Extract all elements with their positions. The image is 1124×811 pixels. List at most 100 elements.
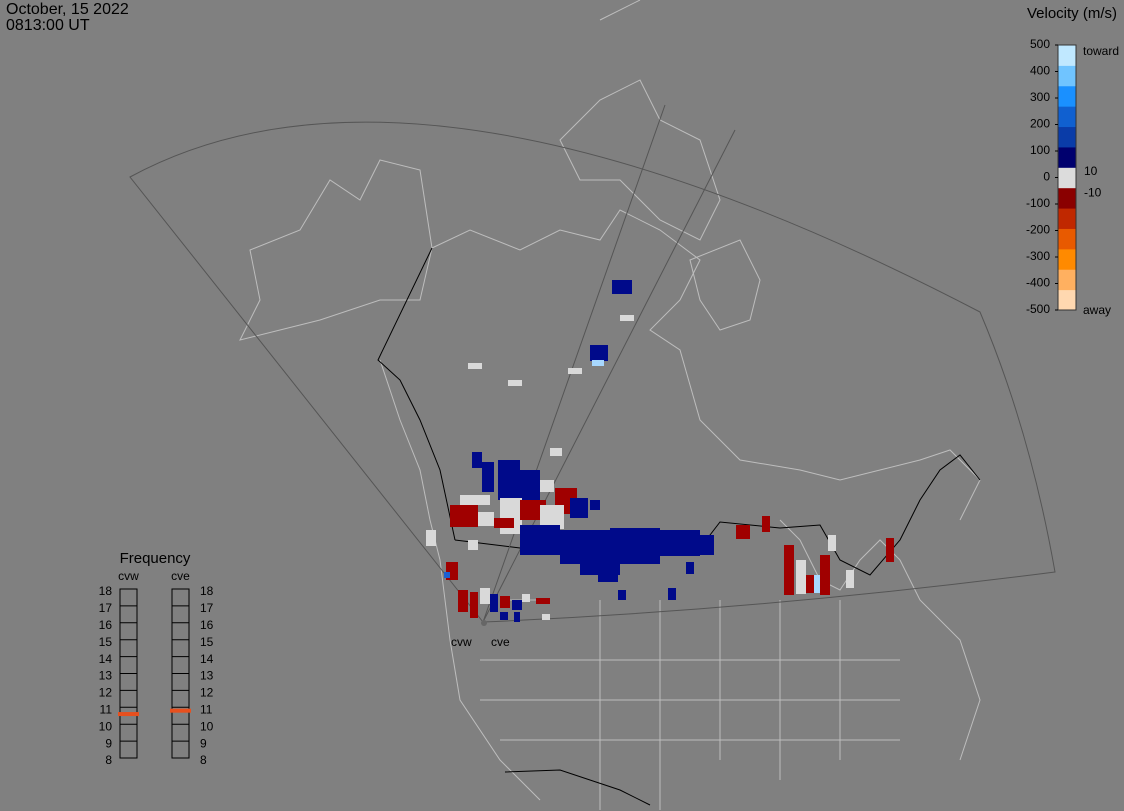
colorbar-segment — [1058, 45, 1076, 66]
colorbar-segment — [1058, 167, 1076, 189]
echo-cell — [598, 570, 618, 582]
echo-cell — [590, 345, 608, 361]
frequency-tick-label: 13 — [200, 669, 214, 683]
echo-cell — [444, 572, 450, 578]
colorbar-segment — [1058, 228, 1076, 250]
colorbar-tick-label: -200 — [1026, 223, 1050, 237]
echo-cell — [500, 498, 522, 534]
frequency-tick-label: 16 — [99, 618, 113, 632]
echo-cell — [470, 592, 478, 618]
coastlines — [239, 0, 981, 810]
frequency-tick-label: 12 — [99, 686, 113, 700]
radar-name: cvw — [118, 569, 139, 583]
echo-cell — [736, 525, 750, 539]
colorbar-tick-label: -100 — [1026, 196, 1050, 210]
frequency-tick-label: 12 — [200, 686, 214, 700]
colorbar-segment — [1058, 85, 1076, 107]
colorbar-segment — [1058, 248, 1076, 270]
colorbar-tick-label: -400 — [1026, 276, 1050, 290]
frequency-tick-label: 8 — [200, 753, 207, 767]
colorbar-tick-label: 100 — [1030, 143, 1050, 157]
echo-cell — [500, 612, 508, 620]
away-label: away — [1083, 303, 1111, 317]
echo-cell — [592, 360, 604, 366]
echo-cell — [762, 516, 770, 532]
toward-label: toward — [1083, 44, 1119, 58]
frequency-tick-label: 8 — [105, 753, 112, 767]
frequency-tick-label: 10 — [99, 719, 113, 733]
colorbar-segment — [1058, 146, 1076, 168]
colorbar-tick-label: 500 — [1030, 37, 1050, 51]
echo-cell — [500, 596, 510, 608]
echo-cell — [498, 460, 520, 500]
echo-cell — [550, 448, 562, 456]
date: October, 15 2022 — [6, 1, 129, 18]
echo-cell — [784, 545, 794, 595]
echo-cell — [514, 612, 520, 622]
echo-cell — [512, 600, 522, 610]
colorbar-segment — [1058, 269, 1076, 291]
echo-cell — [468, 363, 482, 369]
echo-cell — [828, 535, 836, 551]
frequency-tick-label: 11 — [200, 702, 213, 716]
velocity-title: Velocity (m/s) — [1027, 5, 1117, 22]
echo-cell — [522, 594, 530, 602]
frequency-tick-label: 17 — [200, 601, 214, 615]
echo-cell — [570, 498, 588, 518]
echo-cell — [618, 590, 626, 600]
echo-cell — [796, 560, 806, 594]
frequency-marker — [118, 712, 139, 717]
echo-cell — [620, 315, 634, 321]
echo-cell — [806, 575, 814, 593]
echo-cell — [520, 470, 540, 500]
frequency-panel: cvw 18 17 16 15 14 13 12 11 10 9 8 cve 18 17 16 15 14 13 12… — [99, 569, 214, 767]
echo-cell — [426, 530, 436, 546]
frequency-tick-label: 9 — [105, 736, 112, 750]
echo-cell — [590, 500, 600, 510]
colorbar-segment — [1058, 65, 1076, 87]
radar-name: cve — [171, 569, 190, 583]
frequency-tick-label: 15 — [99, 635, 113, 649]
radar-echoes — [426, 280, 894, 622]
echo-cell — [668, 588, 676, 600]
time: 0813:00 UT — [6, 17, 90, 34]
frequency-tick-label: 17 — [99, 601, 113, 615]
colorbar-tick-label: -500 — [1026, 302, 1050, 316]
echo-cell — [612, 280, 632, 294]
colorbar-tick-label: -300 — [1026, 249, 1050, 263]
echo-cell — [540, 480, 554, 492]
echo-cell — [482, 462, 494, 492]
colorbar-tick-label: 200 — [1030, 117, 1050, 131]
echo-cell — [490, 594, 498, 612]
frequency-tick-label: 10 — [200, 719, 214, 733]
echo-cell — [520, 500, 546, 520]
frequency-tick-label: 13 — [99, 669, 113, 683]
echo-cell — [886, 538, 894, 562]
echo-cell — [568, 368, 582, 374]
echo-cell — [846, 570, 854, 588]
frequency-title: Frequency — [120, 550, 191, 567]
colorbar: 500 400 300 200 100 0 -100 -200 -300 -400 -500 10 -1… — [1026, 37, 1119, 317]
radar-label: cve — [491, 635, 510, 649]
colorbar-segment — [1058, 126, 1076, 148]
echo-cell — [686, 562, 694, 574]
echo-cell — [690, 535, 714, 555]
radar-site — [481, 620, 487, 626]
colorbar-segment — [1058, 208, 1076, 229]
colorbar-tick-label: 400 — [1030, 64, 1050, 78]
echo-cell — [460, 495, 490, 505]
echo-cell — [458, 590, 468, 612]
echo-cell — [508, 380, 522, 386]
colorbar-tick-label: 0 — [1043, 170, 1050, 184]
frequency-tick-label: 14 — [200, 652, 214, 666]
frequency-tick-label: 18 — [200, 584, 214, 598]
colorbar-segment — [1058, 187, 1076, 209]
echo-cell — [536, 598, 550, 604]
frequency-tick-label: 16 — [200, 618, 214, 632]
echo-cell — [480, 588, 490, 604]
frequency-tick-label: 14 — [99, 652, 113, 666]
frequency-tick-label: 15 — [200, 635, 214, 649]
echo-cell — [520, 525, 560, 555]
